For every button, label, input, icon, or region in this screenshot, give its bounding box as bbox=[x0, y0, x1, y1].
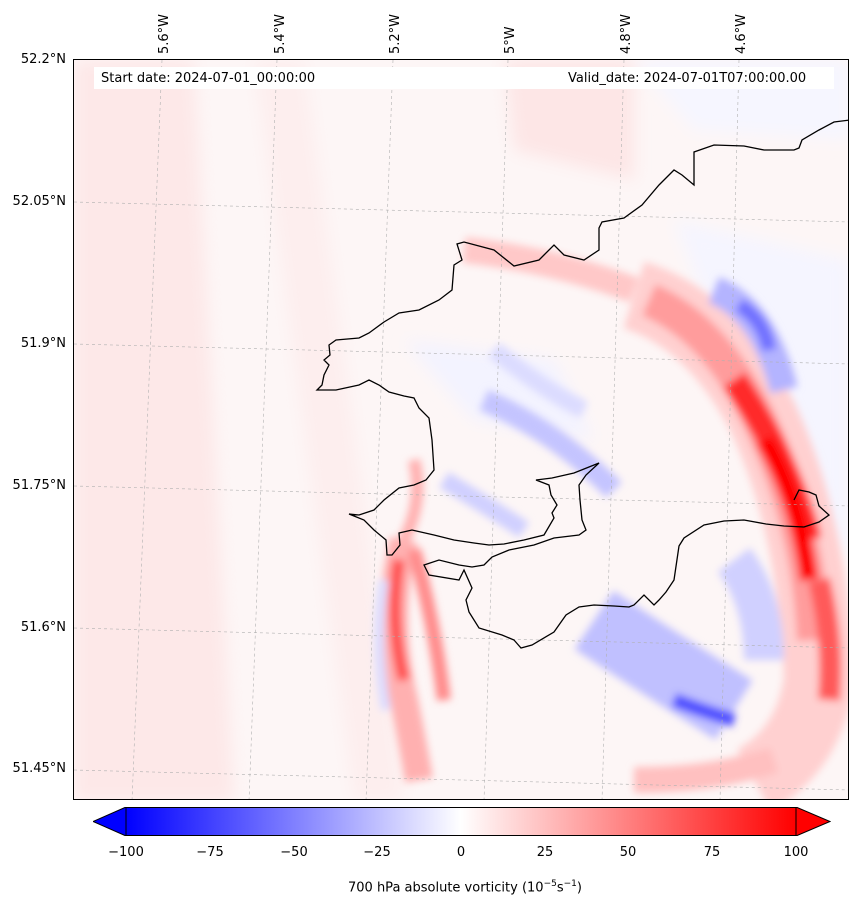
colorbar-max-extend bbox=[795, 807, 831, 836]
lat-label-51-75: 51.75°N bbox=[12, 478, 66, 493]
gridlines bbox=[74, 60, 848, 799]
colorbar-min-extend bbox=[93, 807, 127, 836]
colorbar-label: 700 hPa absolute vorticity (10−5s−1) bbox=[348, 879, 582, 896]
lon-label-5-6: 5.6°W bbox=[157, 13, 172, 54]
cb-tick-25: 25 bbox=[536, 845, 554, 860]
colorbar-gradient bbox=[126, 807, 796, 836]
lat-label-51-45: 51.45°N bbox=[12, 761, 66, 776]
lat-label-52-05: 52.05°N bbox=[12, 194, 66, 209]
vorticity-map bbox=[73, 59, 849, 800]
cb-tick-75: 75 bbox=[703, 845, 721, 860]
coastline bbox=[315, 119, 848, 649]
vorticity-bands bbox=[374, 237, 848, 799]
vorticity-field bbox=[74, 60, 848, 799]
lat-label-51-6: 51.6°N bbox=[20, 620, 66, 635]
lat-label-52-2: 52.2°N bbox=[20, 52, 66, 67]
cb-tick-minus-75: −75 bbox=[196, 845, 224, 860]
cb-tick-50: 50 bbox=[619, 845, 637, 860]
lat-label-51-9: 51.9°N bbox=[20, 336, 66, 351]
cb-tick-minus-50: −50 bbox=[280, 845, 308, 860]
start-date-label: Start date: 2024-07-01_00:00:00 bbox=[101, 71, 316, 86]
lon-label-4-6: 4.6°W bbox=[734, 13, 749, 54]
lon-label-4-8: 4.8°W bbox=[619, 13, 634, 54]
lon-label-5: 5°W bbox=[503, 26, 518, 54]
colorbar bbox=[93, 807, 831, 836]
info-box bbox=[94, 67, 834, 89]
cb-tick-minus-25: −25 bbox=[363, 845, 391, 860]
lon-label-5-4: 5.4°W bbox=[273, 13, 288, 54]
cb-tick-100: 100 bbox=[783, 845, 809, 860]
valid-date-label: Valid_date: 2024-07-01T07:00:00.00 bbox=[568, 71, 807, 86]
lon-label-5-2: 5.2°W bbox=[388, 13, 403, 54]
cb-tick-minus-100: −100 bbox=[108, 845, 144, 860]
cb-tick-0: 0 bbox=[456, 845, 466, 860]
